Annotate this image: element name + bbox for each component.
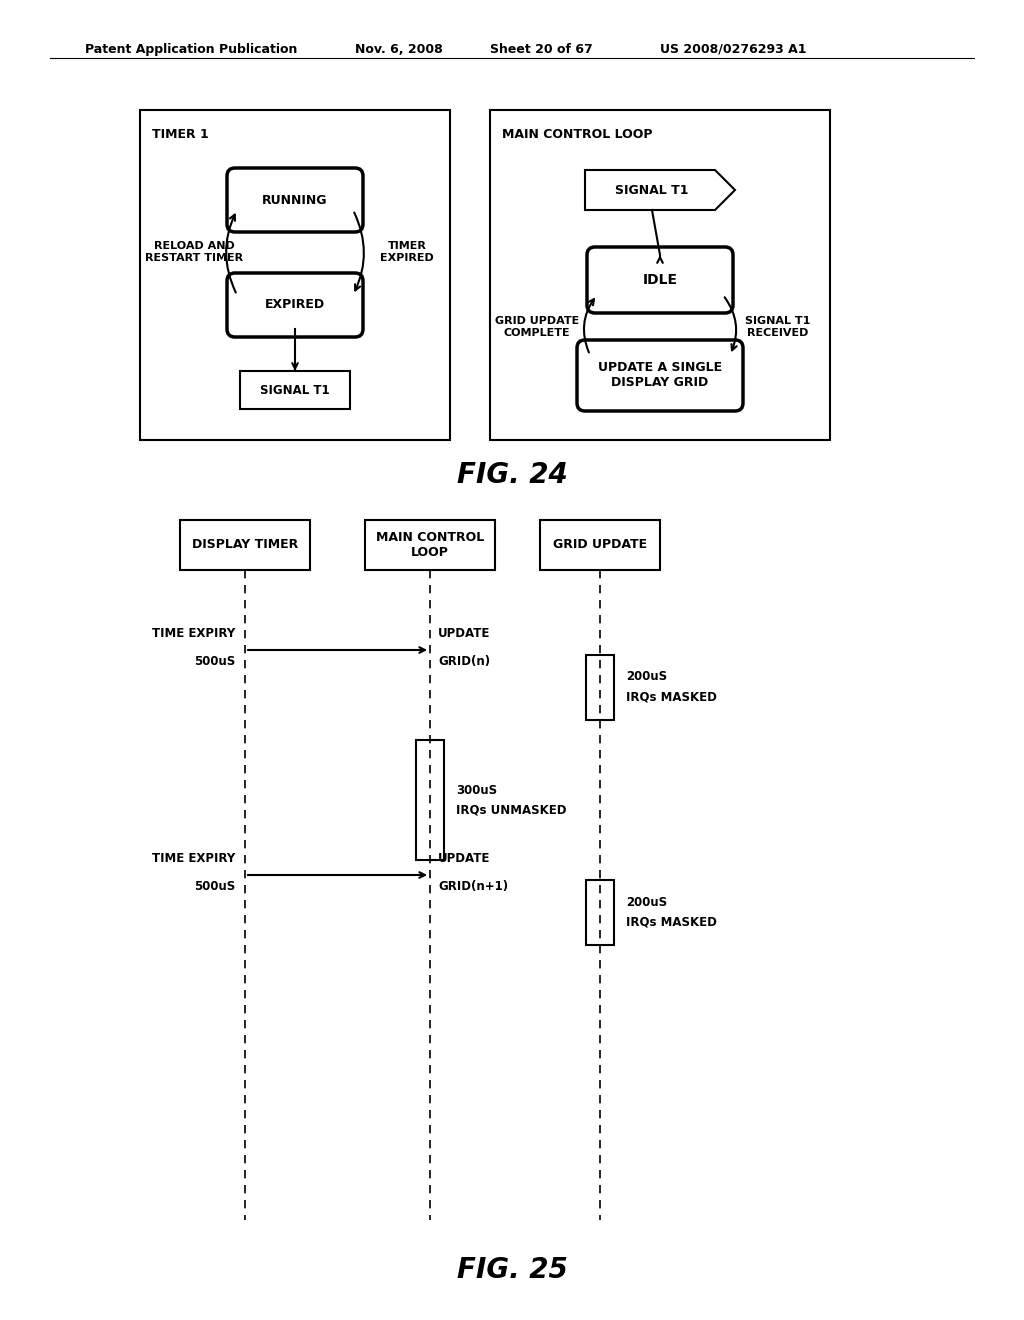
Text: GRID(n+1): GRID(n+1) bbox=[438, 880, 508, 894]
Bar bbox=[586, 880, 614, 945]
Text: UPDATE: UPDATE bbox=[438, 627, 490, 640]
Text: SIGNAL T1: SIGNAL T1 bbox=[260, 384, 330, 396]
Text: 200uS: 200uS bbox=[626, 671, 667, 684]
Text: FIG. 25: FIG. 25 bbox=[457, 1257, 567, 1284]
Text: IRQs MASKED: IRQs MASKED bbox=[626, 690, 717, 704]
FancyBboxPatch shape bbox=[227, 168, 362, 232]
Text: TIME EXPIRY: TIME EXPIRY bbox=[152, 627, 234, 640]
Bar bbox=[365, 520, 495, 570]
Text: RELOAD AND
RESTART TIMER: RELOAD AND RESTART TIMER bbox=[145, 242, 243, 263]
Text: TIMER
EXPIRED: TIMER EXPIRED bbox=[380, 242, 434, 263]
Text: GRID(n): GRID(n) bbox=[438, 655, 490, 668]
Bar bbox=[540, 520, 660, 570]
Bar bbox=[140, 110, 450, 440]
Text: GRID UPDATE
COMPLETE: GRID UPDATE COMPLETE bbox=[495, 317, 580, 338]
Text: MAIN CONTROL
LOOP: MAIN CONTROL LOOP bbox=[376, 531, 484, 558]
Text: IRQs UNMASKED: IRQs UNMASKED bbox=[456, 804, 566, 817]
Bar bbox=[180, 520, 310, 570]
Text: Patent Application Publication: Patent Application Publication bbox=[85, 44, 297, 55]
Bar bbox=[586, 655, 614, 719]
Text: IRQs MASKED: IRQs MASKED bbox=[626, 916, 717, 928]
Bar bbox=[240, 371, 350, 409]
Text: 500uS: 500uS bbox=[194, 880, 234, 894]
Text: EXPIRED: EXPIRED bbox=[265, 298, 325, 312]
Text: UPDATE A SINGLE
DISPLAY GRID: UPDATE A SINGLE DISPLAY GRID bbox=[598, 360, 722, 389]
FancyBboxPatch shape bbox=[587, 247, 733, 313]
Text: IDLE: IDLE bbox=[642, 273, 678, 286]
Text: Nov. 6, 2008: Nov. 6, 2008 bbox=[355, 44, 442, 55]
Text: TIME EXPIRY: TIME EXPIRY bbox=[152, 851, 234, 865]
Text: SIGNAL T1
RECEIVED: SIGNAL T1 RECEIVED bbox=[745, 317, 810, 338]
Text: 300uS: 300uS bbox=[456, 784, 497, 796]
Polygon shape bbox=[585, 170, 735, 210]
Bar bbox=[416, 741, 444, 861]
Text: TIMER 1: TIMER 1 bbox=[152, 128, 209, 141]
Text: SIGNAL T1: SIGNAL T1 bbox=[615, 183, 689, 197]
FancyBboxPatch shape bbox=[577, 341, 743, 411]
Text: RUNNING: RUNNING bbox=[262, 194, 328, 206]
Bar bbox=[490, 110, 830, 440]
Text: 200uS: 200uS bbox=[626, 895, 667, 908]
Text: Sheet 20 of 67: Sheet 20 of 67 bbox=[490, 44, 593, 55]
Text: US 2008/0276293 A1: US 2008/0276293 A1 bbox=[660, 44, 807, 55]
Text: MAIN CONTROL LOOP: MAIN CONTROL LOOP bbox=[502, 128, 652, 141]
Text: GRID UPDATE: GRID UPDATE bbox=[553, 539, 647, 552]
FancyBboxPatch shape bbox=[227, 273, 362, 337]
Text: 500uS: 500uS bbox=[194, 655, 234, 668]
Text: FIG. 24: FIG. 24 bbox=[457, 461, 567, 488]
Text: DISPLAY TIMER: DISPLAY TIMER bbox=[191, 539, 298, 552]
Text: UPDATE: UPDATE bbox=[438, 851, 490, 865]
